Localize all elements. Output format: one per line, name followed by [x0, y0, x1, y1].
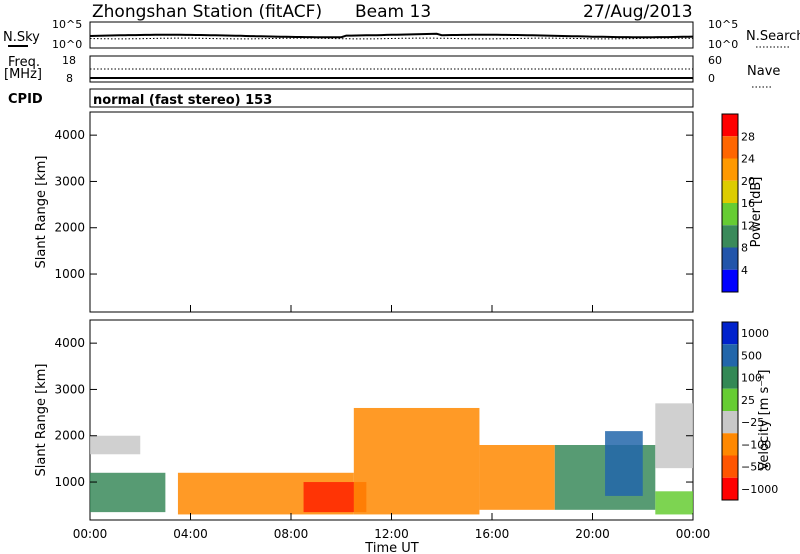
power-colorbar-tick: 24: [741, 153, 755, 166]
xtick-label: 20:00: [575, 527, 610, 541]
velocity-colorbar-swatch: [722, 477, 738, 500]
velocity-colorbar-swatch: [722, 433, 738, 456]
noise-right-bottom: 10^0: [708, 38, 738, 51]
power-ytick-label: 1000: [54, 267, 85, 281]
nsearch-line: [89, 37, 694, 40]
beam-label: Beam 13: [355, 2, 431, 22]
freq-left-top: 18: [62, 54, 76, 67]
xtick-label: 00:00: [73, 527, 108, 541]
power-colorbar-tick: 20: [741, 175, 755, 188]
velocity-colorbar-tick: 100: [741, 372, 762, 385]
power-colorbar-tick: 8: [741, 242, 748, 255]
velocity-colorbar-tick: −1000: [741, 483, 778, 496]
velocity-colorbar-swatch: [722, 455, 738, 478]
power-colorbar-swatch: [722, 247, 738, 270]
power-colorbar-tick: 16: [741, 197, 755, 210]
xtick-label: 08:00: [274, 527, 309, 541]
velocity-colorbar-tick: 500: [741, 349, 762, 362]
velocity-echo-region: [605, 431, 643, 496]
nave-label: Nave: [747, 64, 780, 79]
nsearch-label: N.Search: [746, 29, 800, 44]
power-colorbar-swatch: [722, 180, 738, 203]
date-label: 27/Aug/2013: [583, 2, 693, 22]
velocity-colorbar-tick: −500: [741, 461, 771, 474]
velocity-echo-region: [90, 472, 166, 513]
velocity-colorbar-tick: 1000: [741, 327, 769, 340]
noise-left-bottom: 10^0: [52, 38, 82, 51]
velocity-colorbar-tick: −25: [741, 416, 764, 429]
power-ytick-label: 4000: [54, 128, 85, 142]
power-colorbar-tick: 28: [741, 130, 755, 143]
velocity-ytick-label: 1000: [54, 475, 85, 489]
velocity-ytick-label: 4000: [54, 336, 85, 350]
velocity-echo-region: [90, 435, 141, 455]
velocity-ytick-label: 3000: [54, 382, 85, 396]
nave-right-bottom: 0: [708, 72, 715, 85]
xtick-label: 04:00: [173, 527, 208, 541]
velocity-ylabel: Slant Range [km]: [34, 364, 49, 477]
power-ytick-label: 3000: [54, 174, 85, 188]
cpid-label: CPID: [8, 92, 43, 107]
power-panel-frame: [89, 111, 694, 313]
xtick-label: 00:00: [676, 527, 711, 541]
xtick-label: 16:00: [475, 527, 510, 541]
power-colorbar-tick: 12: [741, 219, 755, 232]
power-colorbar-swatch: [722, 158, 738, 181]
velocity-colorbar-frame: [721, 321, 739, 501]
velocity-ytick-label: 2000: [54, 429, 85, 443]
velocity-colorbar-tick: 25: [741, 394, 755, 407]
power-colorbar-tick: 4: [741, 264, 748, 277]
power-ytick-label: 2000: [54, 221, 85, 235]
power-colorbar-swatch: [722, 203, 738, 226]
noise-left-top: 10^5: [52, 18, 82, 31]
nave-right-top: 60: [708, 54, 722, 67]
noise-right-top: 10^5: [708, 18, 738, 31]
cpid-panel-frame: [89, 88, 694, 108]
nsky-label: N.Sky: [3, 30, 40, 45]
power-colorbar-swatch: [722, 114, 738, 137]
power-colorbar-swatch: [722, 136, 738, 159]
power-colorbar-frame: [721, 113, 739, 293]
velocity-colorbar-swatch: [722, 411, 738, 434]
mhz-label: [MHz]: [4, 67, 42, 82]
cpid-value: normal (fast stereo) 153: [93, 93, 272, 108]
velocity-colorbar-tick: −100: [741, 438, 771, 451]
power-ylabel: Slant Range [km]: [34, 156, 49, 269]
freq-left-bottom: 8: [66, 72, 73, 85]
velocity-colorbar-swatch: [722, 388, 738, 411]
velocity-colorbar-swatch: [722, 344, 738, 367]
velocity-echo-region: [655, 491, 693, 515]
power-colorbar-swatch: [722, 225, 738, 248]
station-title: Zhongshan Station (fitACF): [92, 2, 322, 22]
power-colorbar-label: Power [dB]: [749, 177, 764, 248]
xaxis-label: Time UT: [364, 541, 418, 554]
xtick-label: 12:00: [374, 527, 409, 541]
velocity-colorbar-label: Velocity [m s⁻¹]: [757, 370, 772, 471]
velocity-echo-region: [479, 445, 555, 510]
velocity-colorbar-swatch: [722, 366, 738, 389]
power-colorbar-swatch: [722, 269, 738, 292]
freq-label: Freq.: [8, 55, 40, 70]
velocity-echo-region: [353, 407, 480, 515]
nsky-line: [89, 32, 694, 39]
velocity-colorbar-swatch: [722, 322, 738, 345]
